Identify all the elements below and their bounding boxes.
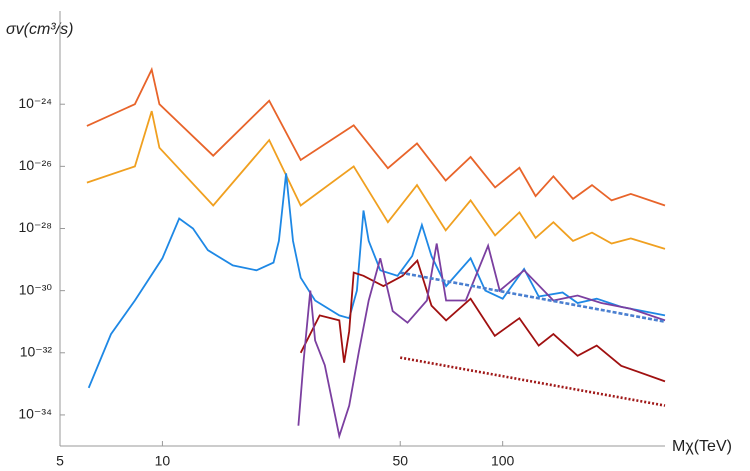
series-line (86, 66, 666, 207)
x-axis-label: Mχ(TeV) (672, 438, 732, 455)
y-tick-label: 10⁻²⁴ (18, 95, 52, 111)
x-tick-label: 5 (56, 453, 64, 469)
y-axis-label: σv(cm³/s) (6, 21, 73, 38)
series-line (86, 110, 666, 250)
series-line (399, 271, 666, 323)
series-line (399, 356, 666, 407)
y-tick-label: 10⁻²⁸ (18, 219, 52, 235)
x-tick-label: 10 (155, 453, 171, 469)
x-tick-label: 50 (392, 453, 408, 469)
y-tick-label: 10⁻³⁴ (18, 406, 52, 422)
series-line (297, 242, 666, 440)
y-tick-label: 10⁻³² (20, 343, 53, 359)
y-tick-label: 10⁻³⁰ (19, 281, 53, 297)
x-tick-label: 100 (491, 453, 515, 469)
y-tick-label: 10⁻²⁶ (19, 157, 52, 173)
series-line (299, 258, 666, 383)
